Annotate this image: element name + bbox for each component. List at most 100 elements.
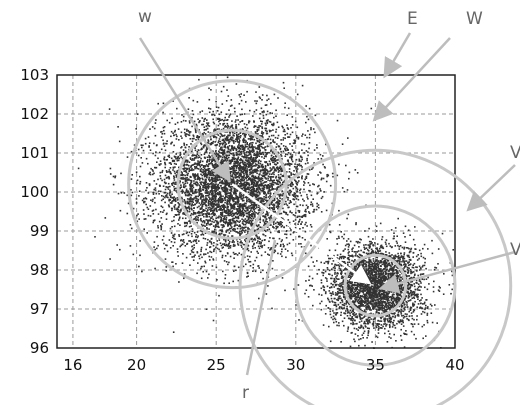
- data-point: [269, 167, 272, 169]
- data-point: [283, 179, 286, 182]
- data-point: [232, 245, 235, 247]
- data-point: [267, 179, 269, 181]
- data-point: [209, 220, 212, 222]
- data-point: [232, 152, 235, 154]
- data-point: [155, 208, 157, 211]
- data-point: [263, 186, 266, 189]
- data-point: [256, 100, 258, 102]
- data-point: [195, 236, 197, 238]
- data-point: [224, 184, 226, 186]
- data-point: [276, 143, 278, 145]
- data-point: [205, 197, 207, 199]
- data-point: [242, 145, 245, 148]
- data-point: [208, 107, 210, 110]
- data-point: [243, 123, 246, 125]
- data-point: [188, 201, 190, 204]
- data-point: [248, 160, 250, 162]
- data-point: [287, 250, 289, 252]
- data-point: [183, 153, 185, 155]
- data-point: [299, 228, 301, 230]
- data-point: [164, 191, 167, 194]
- data-point: [221, 118, 224, 121]
- data-point: [252, 207, 254, 210]
- data-point: [178, 157, 181, 160]
- data-point: [215, 106, 218, 108]
- data-point: [249, 173, 251, 176]
- data-point: [284, 149, 287, 152]
- data-point: [262, 199, 264, 201]
- data-point: [233, 142, 235, 144]
- data-point: [260, 189, 262, 192]
- data-point: [235, 127, 237, 129]
- data-point: [240, 153, 243, 155]
- data-point: [220, 244, 223, 247]
- data-point: [308, 169, 311, 171]
- data-point: [223, 211, 226, 213]
- data-point: [233, 181, 235, 184]
- data-point: [148, 142, 151, 144]
- data-point: [196, 101, 199, 103]
- data-point: [230, 207, 232, 210]
- data-point: [234, 202, 237, 205]
- data-point: [223, 238, 225, 241]
- data-point: [183, 199, 186, 202]
- data-point: [220, 155, 222, 158]
- data-point: [218, 120, 220, 123]
- data-point: [182, 119, 185, 122]
- data-point: [248, 183, 250, 186]
- data-point: [288, 136, 291, 138]
- data-point: [189, 200, 192, 202]
- data-point: [175, 263, 177, 265]
- data-point: [245, 182, 248, 185]
- data-point: [155, 151, 157, 153]
- data-point: [273, 237, 275, 240]
- data-point: [213, 209, 216, 211]
- data-point: [211, 142, 213, 144]
- data-point: [147, 162, 149, 165]
- data-point: [275, 244, 277, 247]
- data-point: [252, 217, 255, 220]
- data-point: [254, 207, 257, 210]
- data-point: [216, 186, 218, 189]
- data-point: [220, 197, 222, 199]
- data-point: [243, 223, 245, 226]
- data-point: [263, 204, 265, 206]
- data-point: [220, 199, 223, 201]
- data-point: [217, 184, 219, 187]
- data-point: [307, 173, 310, 175]
- data-point: [248, 215, 251, 217]
- data-point: [189, 193, 191, 196]
- data-point: [278, 186, 280, 188]
- data-point: [265, 127, 268, 130]
- data-point: [224, 119, 226, 121]
- data-point: [192, 99, 195, 102]
- data-point: [178, 139, 180, 141]
- data-point: [213, 180, 216, 182]
- data-point: [172, 196, 174, 199]
- data-point: [215, 136, 218, 139]
- data-point: [290, 127, 292, 129]
- data-point: [164, 166, 166, 169]
- data-point: [239, 167, 242, 169]
- data-point: [272, 129, 274, 131]
- data-point: [253, 204, 255, 206]
- data-point: [273, 208, 275, 211]
- data-point: [261, 169, 264, 171]
- data-point: [287, 107, 290, 110]
- data-point: [215, 176, 218, 178]
- data-point: [131, 174, 133, 176]
- data-point: [238, 207, 240, 210]
- data-point: [166, 194, 168, 196]
- data-point: [205, 163, 208, 166]
- data-point: [235, 167, 238, 169]
- data-point: [205, 270, 208, 273]
- data-point: [246, 171, 248, 174]
- data-point: [263, 224, 265, 227]
- data-point: [306, 159, 308, 162]
- data-point: [232, 220, 235, 222]
- data-point: [186, 202, 189, 205]
- data-point: [255, 142, 257, 145]
- data-point: [237, 147, 240, 150]
- data-point: [312, 167, 314, 169]
- data-point: [245, 206, 248, 209]
